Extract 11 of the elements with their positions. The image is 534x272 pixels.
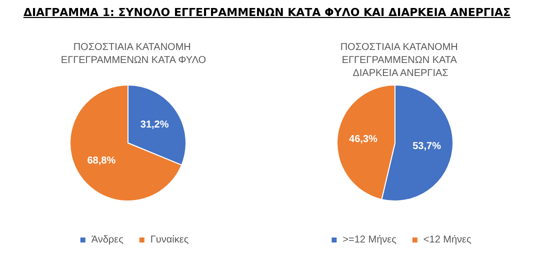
data-label: 68,8%: [87, 155, 116, 166]
data-label: 53,7%: [412, 141, 442, 152]
legend-label: >=12 Μήνες: [342, 234, 397, 246]
chart-subtitle: ΠΟΣΟΣΤΙΑΙΑ ΚΑΤΑΝΟΜΗ ΕΓΓΕΓΡΑΜΜΕΝΩΝ ΚΑΤΑ ΦΥΛΟ: [60, 42, 206, 66]
legend-label: <12 Μήνες: [423, 234, 472, 246]
legend-label: Γυναίκες: [150, 234, 189, 246]
chart-subtitle: ΠΟΣΟΣΤΙΑΙΑ ΚΑΤΑΝΟΜΗ ΕΓΓΕΓΡΑΜΜΕΝΩΝ ΚΑΤΑ ΔΙΑΡΚΕΙΑ ΑΝΕΡΓΙΑΣ: [340, 42, 461, 79]
data-label: 46,3%: [349, 134, 378, 145]
legend-label: Άνδρες: [91, 234, 124, 246]
text: ΔΙΑΓΡΑΜΜΑ 1: ΣΥΝΟΛΟ ΕΓΓΕΓΡΑΜΜΕΝΩΝ ΚΑΤΑ ΦΥΛΟ ΚΑΙ ΔΙΑΡΚΕΙΑ ΑΝΕΡΓΙΑΣ: [22, 6, 512, 19]
data-label: 31,2%: [140, 120, 169, 131]
